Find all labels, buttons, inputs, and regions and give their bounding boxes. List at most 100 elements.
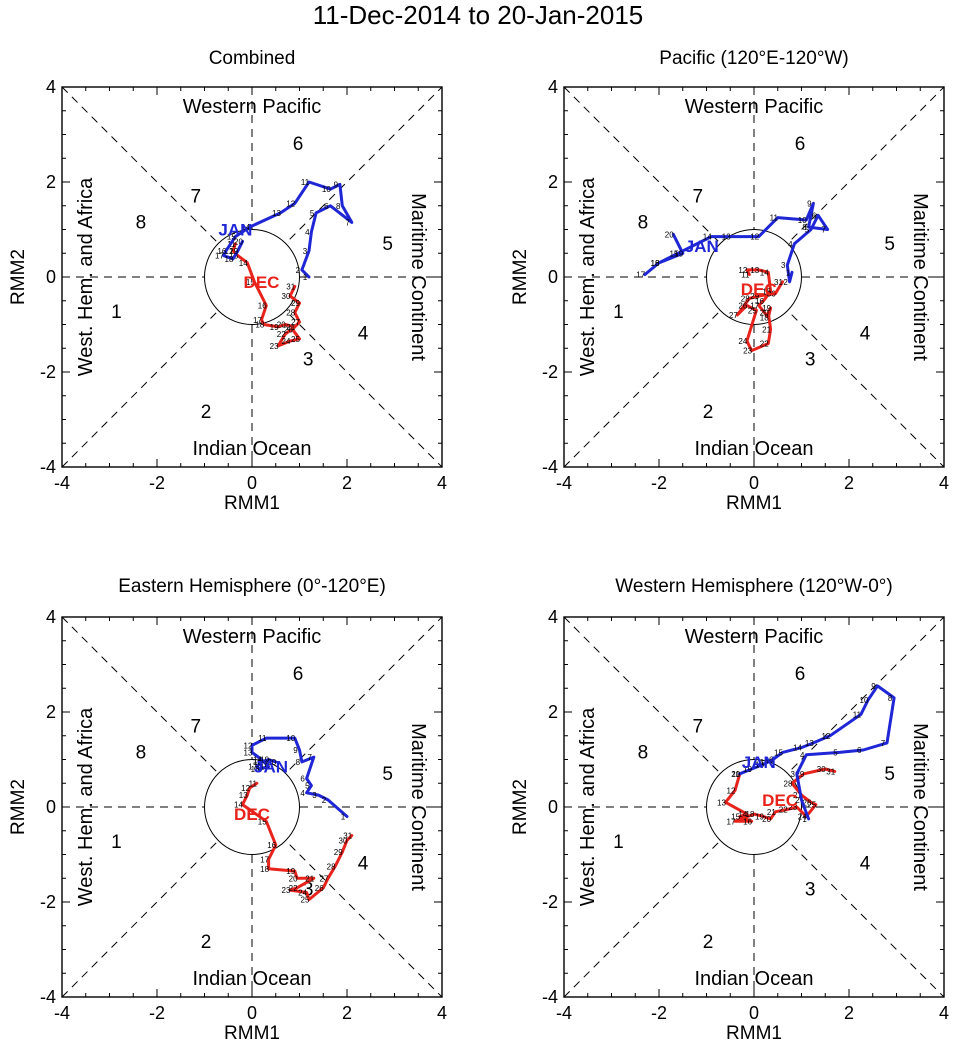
day-label: 25	[301, 896, 310, 905]
y-tick-label: 4	[548, 77, 558, 97]
day-label: 18	[755, 760, 764, 769]
x-tick-label: 4	[437, 1003, 447, 1023]
phase-number-5: 5	[884, 764, 895, 785]
day-label: 13	[717, 798, 726, 807]
y-tick-label: 4	[548, 607, 558, 627]
day-label: 2	[322, 796, 327, 805]
day-label: 3	[781, 261, 786, 270]
y-tick-label: -4	[542, 987, 558, 1007]
day-label: 30	[282, 292, 291, 301]
day-label: 27	[729, 311, 738, 320]
day-label: 16	[217, 247, 226, 256]
x-tick-label: -2	[149, 473, 165, 493]
day-label: 20	[760, 309, 769, 318]
phase-number-6: 6	[293, 134, 304, 155]
day-label: 31	[343, 832, 352, 841]
x-tick-label: 2	[342, 1003, 352, 1023]
day-label: 30	[339, 836, 348, 845]
day-label: 16	[251, 765, 260, 774]
day-label: 17	[727, 817, 736, 826]
x-axis-label: RMM1	[726, 493, 782, 514]
day-label: 3	[303, 247, 308, 256]
month-label-dec: DEC	[762, 791, 798, 810]
day-label: 18	[651, 259, 660, 268]
day-label: 8	[802, 223, 807, 232]
day-label: 28	[784, 779, 793, 788]
x-tick-label: 0	[247, 1003, 257, 1023]
phase-number-7: 7	[191, 716, 202, 737]
day-label: 19	[762, 304, 771, 313]
panel-title: Western Hemisphere (120°W-0°)	[615, 576, 892, 597]
region-label-bottom: Indian Ocean	[193, 968, 312, 990]
region-label-top: Western Pacific	[685, 96, 824, 118]
day-label: 14	[760, 268, 769, 277]
day-label: 1	[341, 813, 346, 822]
x-tick-label: 2	[342, 473, 352, 493]
x-tick-label: 2	[844, 473, 854, 493]
region-label-left: West. Hem. and Africa	[577, 177, 599, 376]
day-label: 20	[289, 874, 298, 883]
day-label: 11	[732, 770, 741, 779]
x-tick-label: 0	[749, 1003, 759, 1023]
x-tick-label: -2	[651, 1003, 667, 1023]
phase-number-5: 5	[884, 234, 895, 255]
day-label: 5	[833, 748, 838, 757]
day-label: 22	[779, 805, 788, 814]
y-tick-label: 4	[46, 77, 56, 97]
day-label: 26	[284, 325, 293, 334]
day-label: 22	[277, 330, 286, 339]
x-axis-label: RMM1	[726, 1023, 782, 1044]
day-label: 27	[320, 874, 329, 883]
day-label: 3	[312, 791, 317, 800]
series-line-dec	[735, 268, 784, 353]
day-label: 27	[291, 318, 300, 327]
day-label: 8	[888, 694, 893, 703]
day-label: 5	[305, 782, 310, 791]
day-label: 17	[248, 763, 257, 772]
day-label: 19	[260, 756, 269, 765]
day-label: 17	[636, 271, 645, 280]
region-label-right: Maritime Continent	[909, 193, 931, 361]
day-label: 18	[255, 321, 264, 330]
day-label: 14	[234, 801, 243, 810]
phase-number-3: 3	[805, 880, 816, 901]
day-label: 14	[793, 744, 802, 753]
day-label: 19	[674, 249, 683, 258]
y-tick-label: 0	[46, 797, 56, 817]
day-label: 16	[743, 817, 752, 826]
phase-number-8: 8	[638, 743, 649, 764]
y-tick-label: 2	[548, 172, 558, 192]
day-label: 2	[296, 266, 301, 275]
x-tick-label: -4	[54, 473, 70, 493]
series-line-dec	[241, 781, 354, 902]
day-label: 23	[270, 342, 279, 351]
day-label: 14	[703, 233, 712, 242]
day-label: 17	[260, 855, 269, 864]
panel-title: Pacific (120°E-120°W)	[659, 48, 848, 69]
day-label: 12	[750, 233, 759, 242]
series-line-jan	[250, 736, 349, 818]
x-tick-label: 4	[939, 473, 949, 493]
day-label: 1	[802, 815, 807, 824]
unit-circle	[706, 229, 802, 325]
phase-number-6: 6	[293, 664, 304, 685]
x-tick-label: -4	[556, 473, 572, 493]
unit-circle	[706, 759, 802, 855]
day-label: 20	[762, 815, 771, 824]
main-title: 11-Dec-2014 to 20-Jan-2015	[312, 0, 644, 30]
phase-number-1: 1	[613, 302, 624, 323]
day-label: 14	[241, 223, 250, 232]
phase-number-2: 2	[201, 402, 212, 423]
day-label: 15	[774, 748, 783, 757]
phase-number-4: 4	[860, 323, 871, 344]
region-label-top: Western Pacific	[183, 626, 322, 648]
day-label: 17	[760, 758, 769, 767]
series-line-jan	[738, 684, 896, 821]
day-label: 25	[748, 306, 757, 315]
region-label-bottom: Indian Ocean	[695, 438, 814, 460]
day-label: 20	[277, 321, 286, 330]
day-label: 7	[308, 753, 313, 762]
day-label: 25	[291, 335, 300, 344]
day-label: 6	[300, 775, 305, 784]
unit-circle	[204, 759, 300, 855]
